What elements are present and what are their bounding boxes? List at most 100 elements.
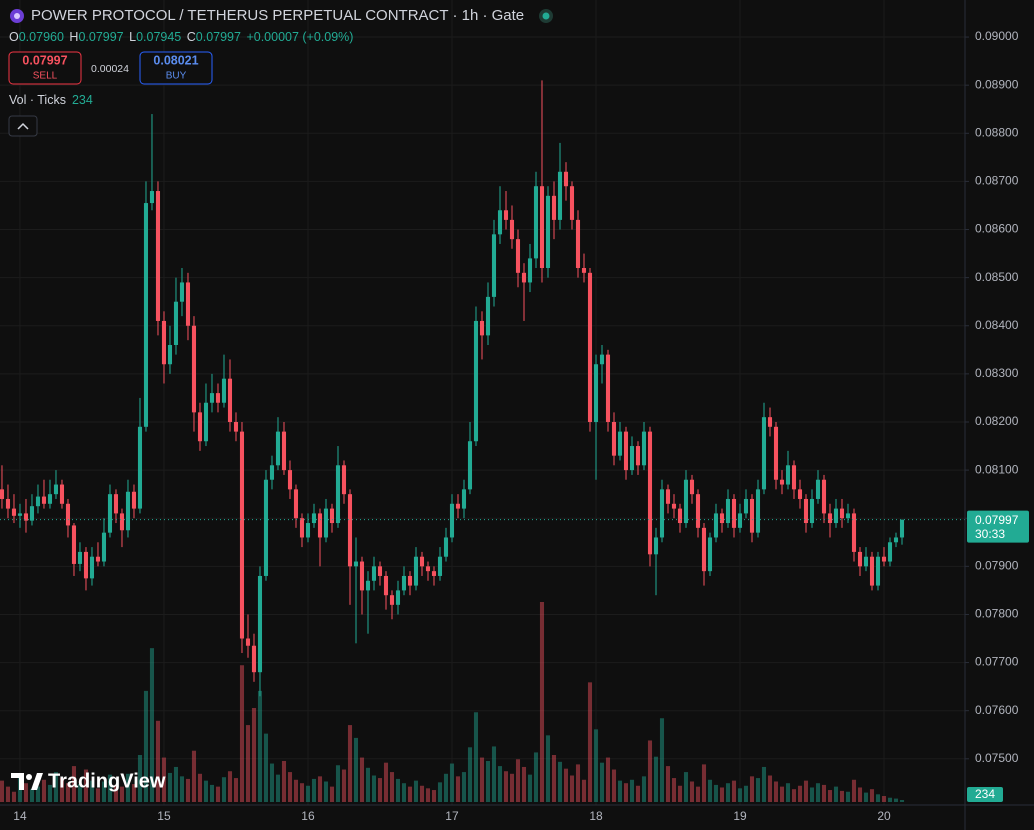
volume-bar — [77, 784, 83, 802]
candle-body — [11, 508, 17, 516]
candle-body — [485, 296, 491, 336]
candle-body — [431, 571, 437, 576]
volume-bar — [197, 773, 203, 802]
volume-bar — [281, 760, 287, 802]
y-tick-label: 0.07500 — [975, 751, 1019, 765]
volume-bar — [335, 765, 341, 802]
volume-bar — [305, 785, 311, 802]
candle-body — [689, 479, 695, 495]
volume-bar — [95, 788, 101, 802]
candle-body — [707, 537, 713, 572]
indicator-value: 234 — [72, 93, 93, 107]
candle-body — [671, 503, 677, 509]
candle-body — [467, 441, 473, 490]
volume-bar — [365, 767, 371, 802]
volume-bar — [353, 737, 359, 802]
candle-body — [179, 282, 185, 302]
candle-body — [137, 426, 143, 509]
volume-bar — [875, 794, 881, 802]
ohlc-value: 0.07997 — [196, 30, 241, 44]
candle-body — [335, 465, 341, 524]
volume-bar — [815, 783, 821, 802]
volume-bar — [827, 790, 833, 802]
volume-bar — [167, 772, 173, 802]
candle-body — [221, 378, 227, 403]
x-tick-label: 19 — [733, 809, 747, 823]
volume-bar — [773, 781, 779, 802]
volume-bar — [227, 771, 233, 802]
volume-bar — [143, 690, 149, 802]
volume-bar — [731, 780, 737, 802]
candle-body — [17, 513, 23, 516]
volume-value-box — [967, 787, 1003, 802]
volume-bar — [659, 718, 665, 802]
collapse-button[interactable] — [8, 115, 38, 137]
candle-body — [371, 566, 377, 581]
candle-body — [455, 503, 461, 509]
volume-bar — [857, 787, 863, 802]
candle-body — [533, 186, 539, 259]
volume-bar — [863, 792, 869, 802]
volume-bar — [695, 786, 701, 802]
volume-bar — [713, 784, 719, 802]
ohlc-label: O — [9, 30, 19, 44]
y-tick-label: 0.07900 — [975, 559, 1019, 573]
candle-body — [125, 491, 131, 531]
candle-body — [785, 465, 791, 485]
volume-bar — [455, 776, 461, 802]
logo-mark — [11, 773, 24, 790]
candle-body — [617, 431, 623, 456]
y-tick-label: 0.08500 — [975, 270, 1019, 284]
candle-body — [539, 186, 545, 269]
candle-body — [731, 498, 737, 528]
candle-body — [359, 561, 365, 591]
candle-body — [851, 513, 857, 552]
candle-body — [845, 513, 851, 519]
ohlc-value: 0.07945 — [136, 30, 181, 44]
candle-body — [383, 575, 389, 596]
candle-body — [41, 496, 47, 504]
candle-body — [0, 489, 5, 499]
candle-body — [821, 479, 827, 514]
volume-bar — [653, 756, 659, 802]
volume-bar — [209, 784, 215, 802]
x-tick-label: 15 — [157, 809, 171, 823]
candle-body — [251, 645, 257, 673]
volume-bar — [41, 779, 47, 802]
y-tick-label: 0.08800 — [975, 125, 1019, 139]
candle-body — [737, 513, 743, 528]
candle-body — [191, 325, 197, 413]
volume-bar — [497, 766, 503, 802]
candle-body — [521, 272, 527, 283]
volume-bar — [893, 798, 899, 802]
sell-button[interactable] — [8, 51, 82, 85]
volume-bar — [767, 775, 773, 802]
candle-body — [887, 542, 893, 562]
candle-body — [227, 378, 233, 422]
symbol-title[interactable]: POWER PROTOCOL / TETHERUS PERPETUAL CONT… — [31, 7, 524, 24]
candle-body — [317, 513, 323, 538]
candle-body — [875, 556, 881, 586]
y-tick-label: 0.07600 — [975, 703, 1019, 717]
candle-body — [29, 506, 35, 521]
volume-bar — [257, 690, 263, 802]
buy-button[interactable] — [139, 51, 213, 85]
candle-body — [377, 566, 383, 576]
volume-bar — [887, 797, 893, 802]
volume-bar — [371, 775, 377, 802]
candle-body — [827, 513, 833, 524]
candle-body — [719, 513, 725, 524]
logo-mark — [26, 774, 32, 780]
x-tick-label: 17 — [445, 809, 459, 823]
volume-bar — [725, 783, 731, 802]
candle-body — [215, 393, 221, 403]
plot-area — [0, 0, 965, 805]
candle-body — [749, 498, 755, 533]
candle-body — [815, 479, 821, 499]
volume-bar — [179, 776, 185, 802]
candle-body — [497, 210, 503, 235]
candle-body — [803, 498, 809, 524]
countdown: 30:33 — [975, 527, 1005, 541]
volume-bar — [203, 780, 209, 802]
